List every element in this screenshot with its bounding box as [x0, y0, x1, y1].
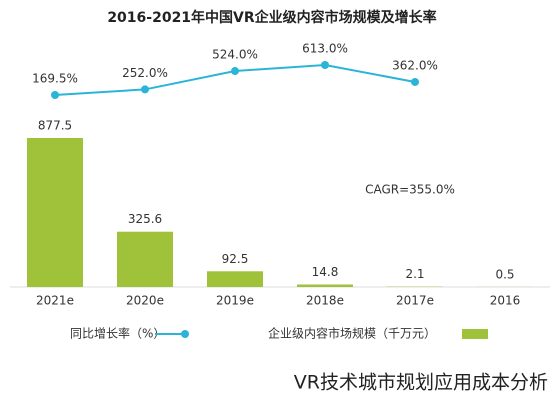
bar-label: 2.1 — [405, 267, 424, 281]
legend-label: 企业级内容市场规模（千万元） — [268, 326, 436, 341]
bar — [27, 138, 83, 287]
chart-title: 2016-2021年中国VR企业级内容市场规模及增长率 — [107, 9, 436, 26]
bar — [117, 231, 173, 287]
line-label: 252.0% — [122, 66, 168, 80]
line-point — [51, 91, 59, 99]
x-tick-label: 2017e — [396, 294, 434, 308]
line-point — [411, 77, 419, 86]
bar-label: 877.5 — [38, 119, 72, 133]
bar-label: 92.5 — [222, 252, 249, 266]
bar-label: 325.6 — [128, 212, 162, 226]
x-tick-label: 2020e — [126, 294, 164, 308]
x-tick-label: 2021e — [36, 294, 74, 308]
line-point — [321, 61, 329, 69]
x-tick-label: 2018e — [306, 294, 344, 308]
line-label: 524.0% — [212, 48, 258, 62]
x-tick-label: 2016 — [490, 294, 521, 308]
x-tick-label: 2019e — [216, 294, 254, 308]
annotation: CAGR=355.0% — [365, 183, 455, 197]
line-label: 169.5% — [32, 72, 78, 86]
bar-label: 14.8 — [312, 265, 339, 279]
line-point — [141, 85, 149, 94]
line-label: 362.0% — [392, 58, 438, 72]
line-point — [231, 67, 239, 76]
legend-swatch — [181, 330, 189, 338]
bar-label: 0.5 — [495, 267, 514, 281]
bar — [207, 271, 263, 287]
bar — [297, 284, 353, 287]
legend-label: 同比增长率（%） — [70, 326, 165, 341]
legend-swatch — [462, 329, 488, 339]
watermark: VR技术城市规划应用成本分析 — [294, 372, 548, 394]
line-label: 613.0% — [302, 42, 348, 56]
